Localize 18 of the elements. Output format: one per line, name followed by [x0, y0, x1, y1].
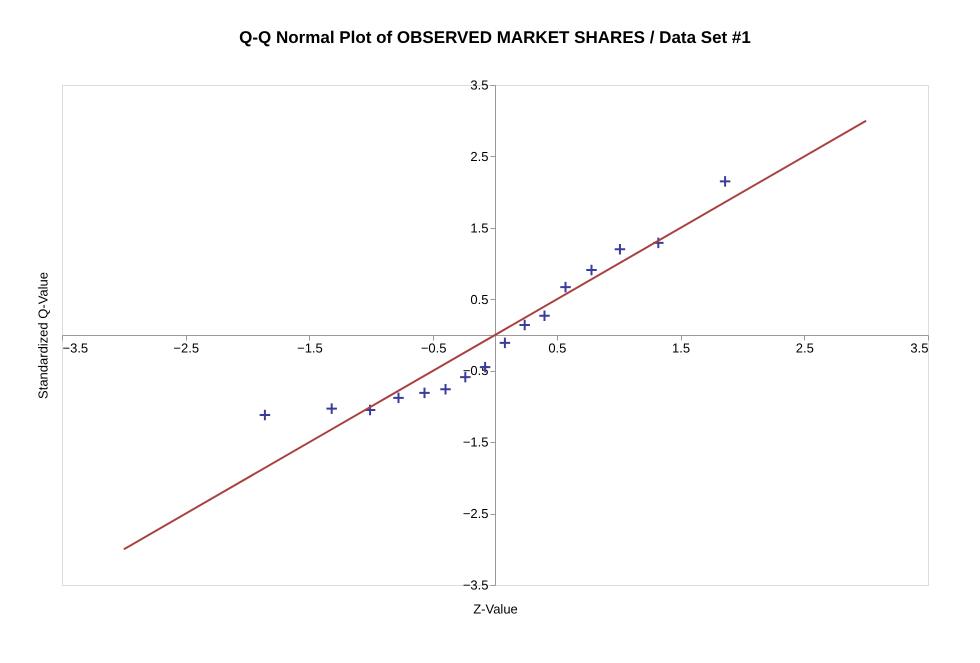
y-tick-label: −2.5: [462, 506, 488, 522]
y-tick-label: −1.5: [462, 434, 488, 450]
y-tick-label: −3.5: [462, 578, 488, 592]
x-tick-label: 1.5: [672, 340, 690, 356]
x-tick-label: −0.5: [420, 340, 446, 356]
x-tick-label: 0.5: [548, 340, 566, 356]
y-tick-label: 3.5: [470, 78, 488, 92]
y-tick-label: 2.5: [470, 148, 488, 164]
y-tick-label: 0.5: [470, 292, 488, 307]
x-tick-label: −2.5: [173, 340, 200, 356]
y-axis-title: Standardized Q-Value: [36, 272, 50, 399]
x-tick-label: −3.5: [62, 340, 88, 356]
y-tick-label: 1.5: [470, 220, 488, 236]
x-tick-label: 3.5: [910, 340, 928, 356]
x-tick-label: 2.5: [796, 340, 814, 356]
x-axis-title: Z-Value: [473, 602, 518, 616]
chart-title: Q-Q Normal Plot of OBSERVED MARKET SHARES / Data Set #1: [239, 28, 751, 47]
x-tick-label: −1.5: [297, 340, 323, 356]
